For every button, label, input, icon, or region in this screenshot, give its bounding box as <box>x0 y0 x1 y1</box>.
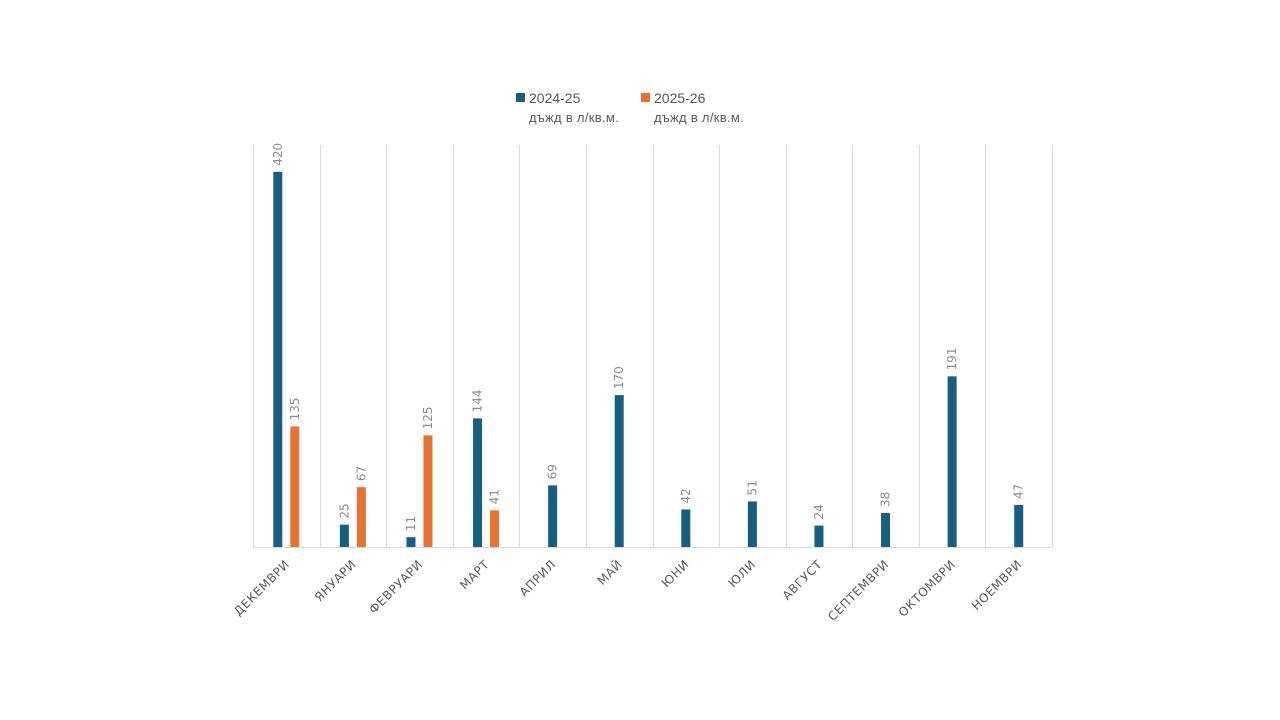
bar-2 <box>356 487 366 547</box>
bar-1 <box>614 395 624 547</box>
x-tick-label: СЕПТЕМВРИ <box>825 557 892 624</box>
data-label: 144 <box>471 389 485 412</box>
data-label: 42 <box>679 488 693 503</box>
bar-1 <box>681 509 691 547</box>
legend-item-series-1: 2024-25 дъжд в л/кв.м. <box>516 88 619 128</box>
data-label: 41 <box>488 489 502 504</box>
x-tick-label: МАРТ <box>457 557 492 592</box>
data-label: 420 <box>271 143 285 166</box>
legend-item-series-2: 2025-26 дъжд в л/кв.м. <box>641 88 744 128</box>
data-label: 51 <box>745 480 759 495</box>
bar-2 <box>290 426 300 547</box>
bar-2 <box>423 435 433 547</box>
legend-swatch-series-2 <box>641 93 650 102</box>
data-label: 47 <box>1012 484 1026 499</box>
data-label: 25 <box>337 503 351 518</box>
bar-1 <box>473 418 483 547</box>
legend-swatch-series-1 <box>516 93 525 102</box>
bar-1 <box>273 171 283 548</box>
data-label: 135 <box>288 397 302 420</box>
bar-1 <box>406 537 416 547</box>
bar-1 <box>339 524 349 547</box>
data-label: 38 <box>879 492 893 507</box>
legend-sublabel-series-1: дъжд в л/кв.м. <box>529 110 619 125</box>
x-tick-label: ЯНУАРИ <box>312 557 359 604</box>
bar-1 <box>747 501 757 547</box>
data-label: 11 <box>404 516 418 531</box>
data-label: 191 <box>945 347 959 370</box>
x-tick-label: АВГУСТ <box>780 557 826 603</box>
x-tick-label: НОЕМВРИ <box>969 557 1025 613</box>
data-label: 24 <box>812 504 826 519</box>
legend-sublabel-series-2: дъжд в л/кв.м. <box>654 110 744 125</box>
x-tick-label: ОКТОМВРИ <box>896 557 958 619</box>
data-label: 69 <box>546 464 560 479</box>
x-tick-label: ДЕКЕМВРИ <box>231 557 292 618</box>
x-tick-label: ФЕВРУАРИ <box>366 557 425 616</box>
bar-1 <box>548 485 558 547</box>
x-tick-label: ЮЛИ <box>725 557 758 590</box>
bar-1 <box>881 513 891 547</box>
data-label: 125 <box>421 406 435 429</box>
data-label: 170 <box>612 366 626 389</box>
legend-label-series-2: 2025-26 <box>654 90 706 106</box>
bar-1 <box>1014 505 1024 547</box>
bar-1 <box>814 525 824 547</box>
bar-2 <box>490 510 500 547</box>
legend-label-series-1: 2024-25 <box>529 90 581 106</box>
legend: 2024-25 дъжд в л/кв.м. 2025-26 дъжд в л/… <box>516 88 744 128</box>
x-tick-label: МАЙ <box>594 557 625 588</box>
data-label: 67 <box>354 466 368 481</box>
bar-1 <box>947 376 957 547</box>
x-tick-label: АПРИЛ <box>517 557 559 599</box>
x-tick-label: ЮНИ <box>659 557 692 590</box>
